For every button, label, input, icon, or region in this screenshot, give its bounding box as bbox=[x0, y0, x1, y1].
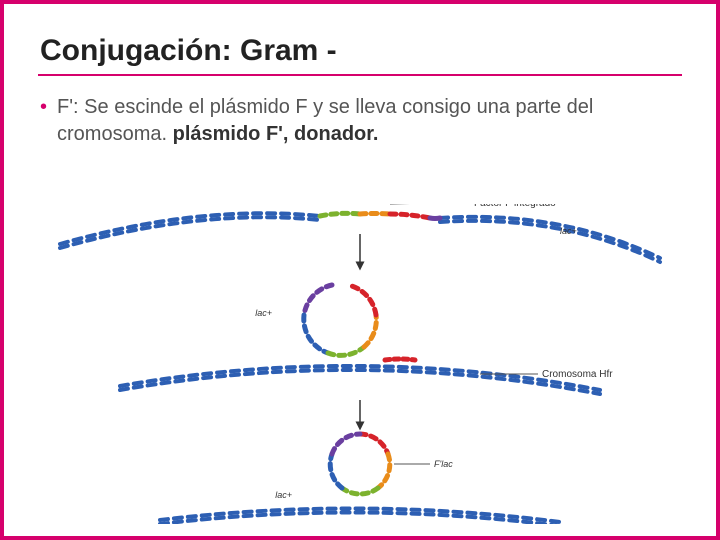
label-lac-mid: lac+ bbox=[255, 308, 272, 318]
label-lac-top: lac+ bbox=[560, 226, 577, 236]
bullet-lead: F': bbox=[57, 96, 84, 118]
label-cromosoma: Cromosoma Hfr bbox=[542, 369, 613, 380]
conjugation-diagram: Factor F integrado lac+ bbox=[40, 204, 680, 524]
bullet-block: • F': Se escinde el plásmido F y se llev… bbox=[4, 94, 716, 148]
bullet-dot-icon: • bbox=[40, 94, 47, 121]
label-lac-bottom: lac+ bbox=[275, 490, 292, 500]
label-flac: F'lac bbox=[434, 459, 453, 469]
bullet-text: F': Se escinde el plásmido F y se lleva … bbox=[57, 94, 680, 148]
page-title: Conjugación: Gram - bbox=[4, 4, 716, 74]
bullet-bold: plásmido F', donador. bbox=[173, 123, 379, 145]
diagram-area: Factor F integrado lac+ bbox=[4, 204, 716, 536]
bottom-plasmid-group: F'lac lac+ bbox=[160, 434, 560, 524]
title-underline bbox=[38, 74, 682, 76]
label-factor-f: Factor F integrado bbox=[474, 204, 556, 209]
middle-plasmid-group: lac+ Cromosoma Hfr bbox=[120, 285, 613, 394]
